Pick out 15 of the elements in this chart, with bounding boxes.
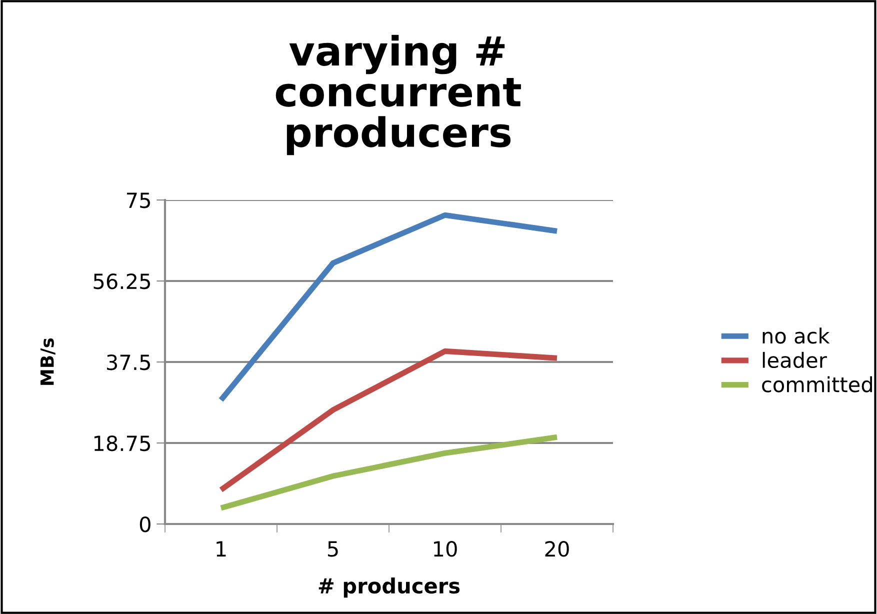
legend-label: leader <box>762 352 827 368</box>
y-tick-label: 18.75 <box>94 435 150 452</box>
x-tick-label: 10 <box>434 541 457 557</box>
y-tick-label: 37.5 <box>107 354 150 370</box>
x-axis-title: # producers <box>318 577 460 598</box>
y-tick-label: 0 <box>140 516 150 532</box>
chart-title: varying # concurrent producers <box>276 34 521 156</box>
y-axis-title: MB/s <box>40 338 56 385</box>
legend-label: committed <box>762 376 872 392</box>
y-tick-label: 56.25 <box>94 273 150 290</box>
x-tick-label: 5 <box>328 541 338 557</box>
x-tick-label: 20 <box>545 541 569 557</box>
x-tick-label: 1 <box>216 541 226 556</box>
legend-label: no ack <box>762 328 830 344</box>
y-tick-label: 75 <box>127 192 150 208</box>
